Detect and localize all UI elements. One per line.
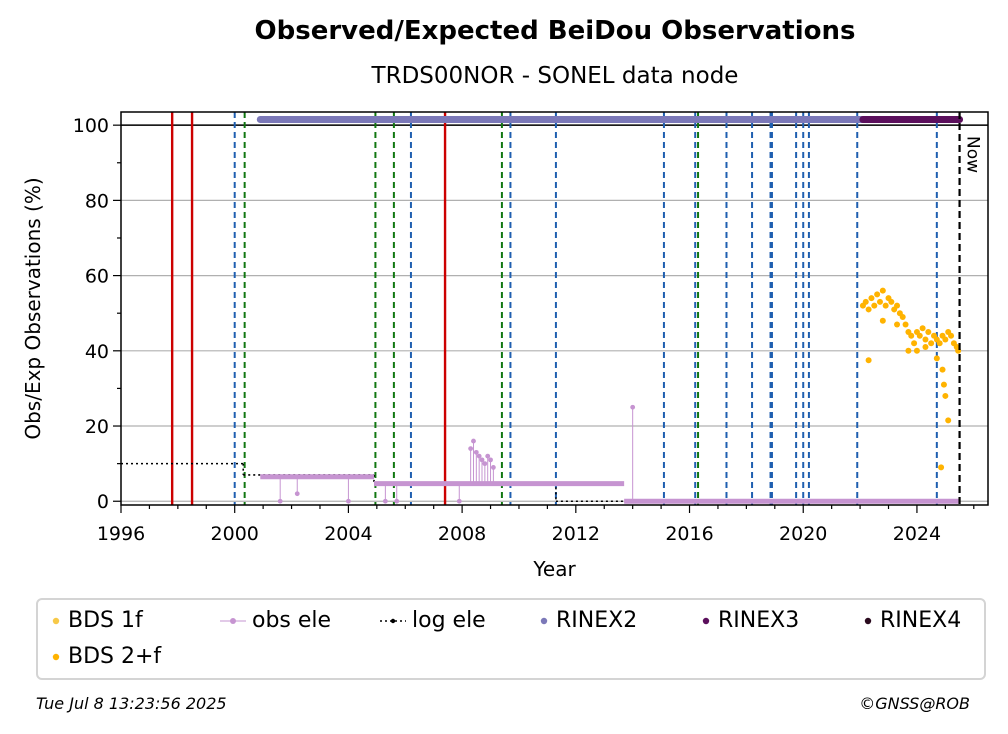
bds-2f-point (868, 295, 875, 302)
bds-2f-point (938, 464, 945, 471)
legend-marker (540, 617, 548, 624)
obs-ele-point (490, 464, 496, 470)
bds-2f-point (882, 302, 889, 309)
obs-ele-point (630, 404, 636, 410)
obs-ele-point (468, 446, 474, 451)
bds-2f-point (908, 332, 915, 339)
x-tick-label: 2020 (779, 523, 827, 545)
legend-item-obs-ele: obs ele (220, 608, 331, 633)
bds-2f-point (925, 329, 932, 336)
obs-ele-point (471, 438, 476, 444)
bds-2f-point (894, 302, 901, 309)
x-tick-label: 1996 (97, 523, 145, 545)
bds-2f-point (922, 336, 929, 343)
obs-ele-point (482, 461, 488, 467)
chart-title: Observed/Expected BeiDou Observations (254, 16, 856, 46)
x-tick-label: 2000 (211, 523, 259, 545)
bds-2f-point (942, 336, 949, 343)
bds-2f-point (928, 340, 935, 347)
bds-2f-point (905, 347, 912, 354)
bds-2f-point (874, 291, 881, 298)
bds-2f-point (948, 332, 955, 339)
bds-2f-point (899, 313, 906, 320)
bds-2f-point (879, 317, 886, 324)
bds-2f-point (865, 306, 872, 313)
bds-2f-point (919, 325, 926, 332)
obs-ele-point (382, 498, 388, 504)
legend-item-bds-1f: BDS 1f (50, 608, 143, 633)
x-tick-label: 2016 (665, 523, 713, 545)
x-tick-label: 2024 (893, 523, 941, 545)
bds-2f-point (939, 366, 946, 373)
legend-marker (220, 617, 246, 624)
bds-2f-point (933, 355, 940, 362)
legend-item-rinex4: RINEX4 (862, 608, 961, 633)
observations-chart: Now 1996 2000 2004 2008 2012 2016 2020 2024 0 20 40… (21, 111, 989, 581)
legend-label: BDS 2+f (68, 644, 162, 669)
legend-label: log ele (412, 608, 486, 633)
timestamp-label: Tue Jul 8 13:23:56 2025 (36, 694, 227, 713)
bds-2f-point (940, 381, 947, 388)
chart-legend: BDS 1f obs ele log ele RINEX2 RINEX3 RINEX4 BD… (36, 598, 986, 680)
y-tick-label: 0 (97, 491, 109, 513)
legend-label: RINEX4 (880, 608, 962, 633)
legend-item-log-ele: log ele (380, 608, 486, 633)
now-label: Now (963, 136, 983, 173)
obs-ele-point (294, 491, 300, 497)
legend-label: RINEX2 (556, 608, 638, 633)
x-tick-label: 2012 (552, 523, 600, 545)
legend-marker (702, 617, 710, 624)
bds-2f-point (916, 332, 923, 339)
bds-2f-point (865, 357, 872, 364)
bds-2f-point (871, 302, 878, 309)
legend-marker (52, 617, 60, 624)
legend-item-bds-2f: BDS 2+f (50, 644, 161, 669)
bds-2f-point (888, 298, 895, 305)
credit-label: ©GNSS@ROB (859, 694, 970, 713)
obs-ele-point (456, 498, 462, 504)
legend-item-rinex2: RINEX2 (538, 608, 637, 633)
y-tick-label: 60 (85, 266, 109, 288)
bds-2f-point (942, 392, 949, 399)
bds-2f-point (922, 344, 929, 351)
plot-area (121, 112, 988, 505)
chart-subtitle: TRDS00NOR - SONEL data node (371, 63, 739, 89)
bds-2f-point (911, 340, 918, 347)
x-axis-label: Year (532, 557, 576, 581)
legend-item-rinex3: RINEX3 (700, 608, 799, 633)
bds-2f-point (894, 321, 901, 328)
x-tick-label: 2004 (324, 523, 372, 545)
obs-ele-point (476, 453, 482, 459)
y-tick-label: 20 (85, 416, 109, 438)
obs-ele-point (394, 498, 400, 504)
bds-2f-point (876, 298, 883, 305)
x-tick-label: 2008 (438, 523, 486, 545)
legend-marker (864, 617, 872, 624)
y-tick-label: 40 (85, 341, 109, 363)
legend-label: RINEX3 (718, 608, 800, 633)
obs-ele-point (277, 498, 283, 504)
legend-label: BDS 1f (68, 608, 143, 633)
y-tick-label: 100 (73, 115, 109, 137)
obs-ele-point (485, 453, 491, 459)
bds-2f-point (936, 340, 943, 347)
y-axis-label: Obs/Exp Observations (%) (21, 177, 45, 439)
obs-ele-point (473, 449, 479, 455)
obs-ele-point (346, 498, 351, 504)
obs-ele-point (488, 457, 493, 463)
bds-2f-point (945, 417, 952, 424)
legend-marker (380, 618, 406, 623)
legend-label: obs ele (252, 608, 332, 633)
bds-2f-point (902, 321, 909, 328)
y-tick-label: 80 (85, 190, 109, 212)
bds-2f-point (862, 298, 869, 305)
legend-marker (52, 653, 60, 660)
bds-2f-point (879, 287, 886, 294)
obs-ele-point (479, 457, 485, 463)
bds-2f-point (913, 347, 920, 354)
plot-frame (120, 111, 989, 506)
